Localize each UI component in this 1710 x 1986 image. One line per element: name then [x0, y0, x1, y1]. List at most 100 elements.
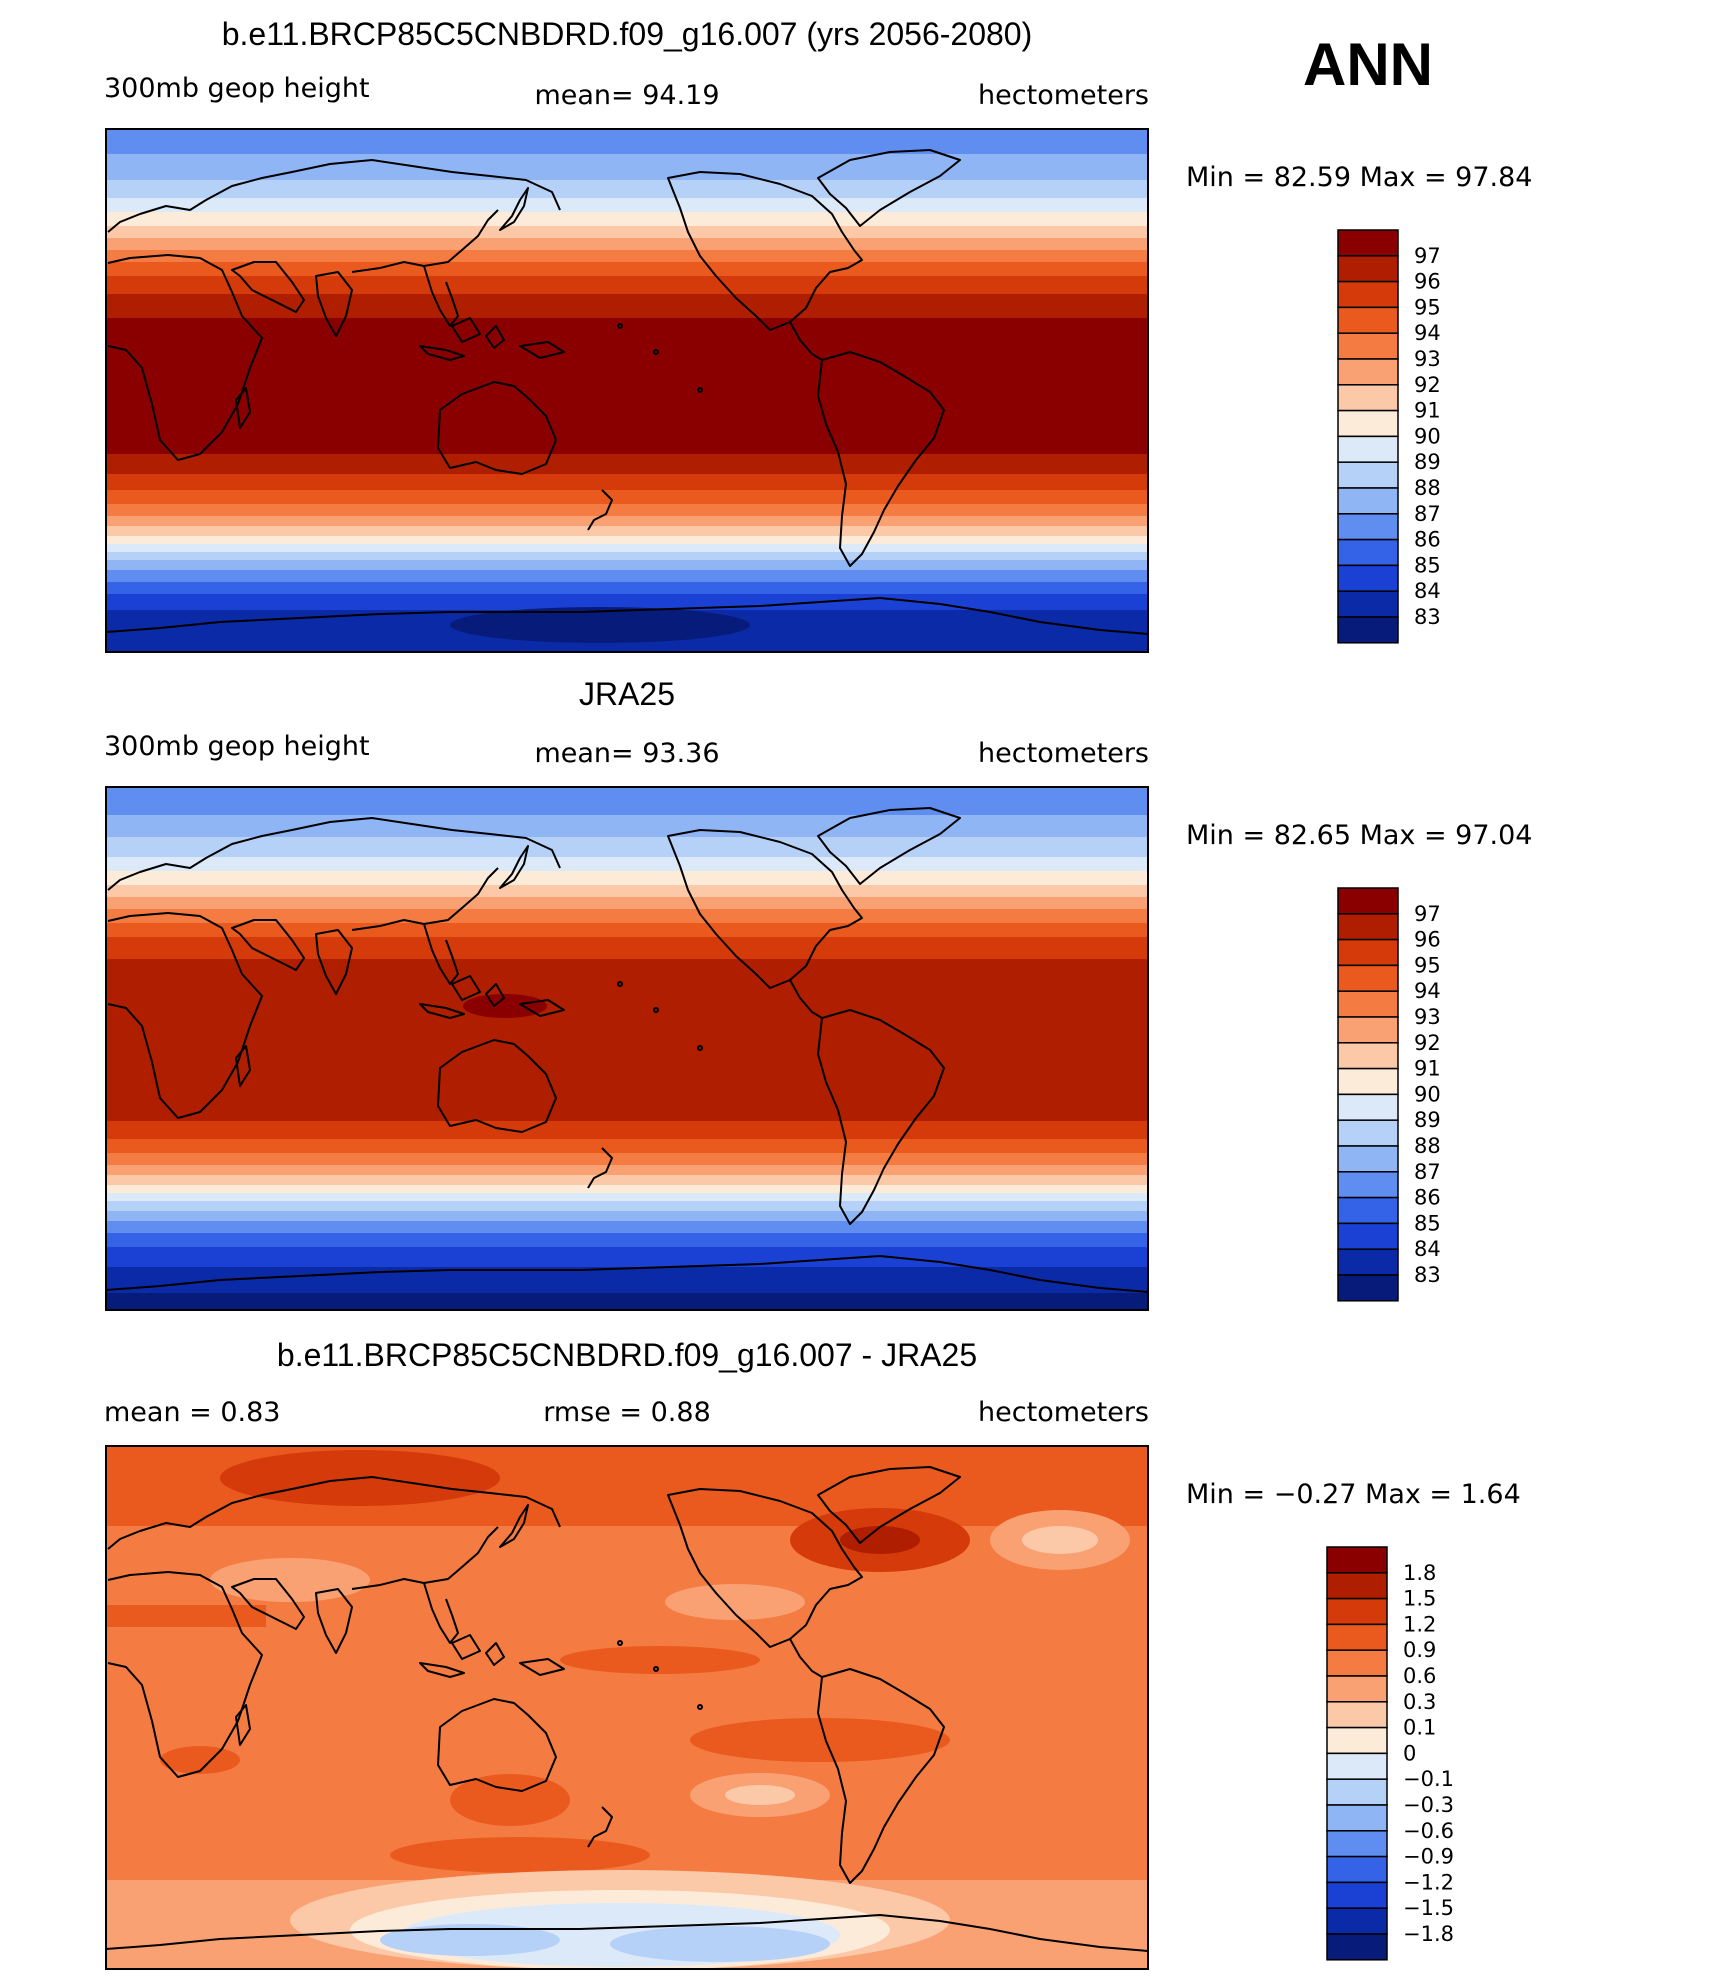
colorbar-tick-label: 84 — [1414, 1237, 1441, 1261]
colorbar-tick-label: 0.1 — [1403, 1716, 1436, 1740]
season-label: ANN — [1303, 31, 1433, 98]
colorbar-box — [1337, 887, 1399, 915]
colorbar-box — [1337, 513, 1399, 541]
colorbar-box — [1326, 1726, 1388, 1755]
colorbar-tick-label: 86 — [1414, 528, 1441, 552]
colorbar-box — [1337, 564, 1399, 592]
colorbar-tick-label: −1.2 — [1403, 1870, 1454, 1894]
colorbar-box — [1337, 964, 1399, 992]
colorbar-box — [1337, 255, 1399, 283]
map-frame — [105, 1445, 1149, 1970]
colorbar-box — [1326, 1907, 1388, 1935]
colorbar-tick-label: 94 — [1414, 979, 1441, 1003]
colorbar-box — [1337, 229, 1399, 257]
colorbar-box — [1337, 1016, 1399, 1044]
colorbar-box — [1326, 1675, 1388, 1703]
colorbar-box — [1326, 1933, 1388, 1961]
colorbar-tick-label: 93 — [1414, 1005, 1441, 1029]
colorbar-tick-label: 87 — [1414, 502, 1441, 526]
colorbar-box — [1337, 1145, 1399, 1173]
colorbar-tick-label: 90 — [1414, 424, 1441, 448]
colorbar-box — [1337, 332, 1399, 360]
colorbar-box — [1337, 306, 1399, 334]
colorbar-tick-label: 87 — [1414, 1160, 1441, 1184]
colorbar-tick-label: 0 — [1403, 1741, 1416, 1765]
colorbar-tick-label: 92 — [1414, 1031, 1441, 1055]
colorbar-box — [1337, 384, 1399, 412]
colorbar-box — [1337, 1093, 1399, 1121]
panel-units-label: hectometers — [978, 1397, 1149, 1428]
colorbar-box — [1326, 1701, 1388, 1729]
colorbar-tick-label: 95 — [1414, 953, 1441, 977]
panel-mean-label: mean= 94.19 — [534, 80, 719, 111]
colorbar-box — [1326, 1778, 1388, 1806]
colorbar-tick-label: 84 — [1414, 579, 1441, 603]
panel-mean-label: mean= 93.36 — [534, 738, 719, 769]
map-difference — [106, 1446, 1148, 1969]
colorbar-box — [1337, 1248, 1399, 1276]
colorbar-tick-label: 94 — [1414, 321, 1441, 345]
colorbar-tick-label: −0.9 — [1403, 1845, 1454, 1869]
panel-model: b.e11.BRCP85C5CNBDRD.f09_g16.007 (yrs 20… — [104, 16, 1532, 653]
colorbar-box — [1337, 461, 1399, 489]
minmax-label: Min = 82.59 Max = 97.84 — [1186, 162, 1532, 193]
panel-rmse-label: rmse = 0.88 — [543, 1397, 711, 1428]
colorbar-box — [1337, 538, 1399, 567]
colorbar-tick-label: 96 — [1414, 928, 1441, 952]
colorbar-tick-label: 83 — [1414, 605, 1441, 629]
colorbar-box — [1337, 938, 1399, 967]
colorbar-box — [1326, 1752, 1388, 1780]
colorbar-box — [1337, 990, 1399, 1018]
colorbar-tick-label: 0.6 — [1403, 1664, 1436, 1688]
colorbar-tick-label: 0.3 — [1403, 1690, 1436, 1714]
colorbar-tick-label: 85 — [1414, 1211, 1441, 1235]
colorbar-tick-label: 92 — [1414, 373, 1441, 397]
colorbar-box — [1337, 487, 1399, 515]
panel-title: b.e11.BRCP85C5CNBDRD.f09_g16.007 (yrs 20… — [222, 16, 1033, 52]
colorbar-box — [1326, 1546, 1388, 1574]
colorbar-tick-label: 1.8 — [1403, 1561, 1436, 1585]
minmax-label: Min = 82.65 Max = 97.04 — [1186, 820, 1532, 851]
colorbar-box — [1326, 1855, 1388, 1884]
colorbar-tick-label: 86 — [1414, 1186, 1441, 1210]
colorbar-tick-label: −0.1 — [1403, 1767, 1454, 1791]
colorbar-box — [1337, 913, 1399, 941]
colorbar-box — [1337, 1274, 1399, 1302]
colorbar-tick-label: 97 — [1414, 902, 1441, 926]
panel-left-label: mean = 0.83 — [104, 1397, 280, 1428]
colorbar-tick-label: 1.2 — [1403, 1612, 1436, 1636]
colorbar-tick-label: 85 — [1414, 553, 1441, 577]
colorbar-box — [1337, 358, 1399, 386]
colorbar-box — [1326, 1597, 1388, 1626]
panel-left-label: 300mb geop height — [104, 73, 370, 104]
colorbar-tick-label: 89 — [1414, 450, 1441, 474]
colorbar-box — [1326, 1804, 1388, 1832]
colorbar-tick-label: −0.3 — [1403, 1793, 1454, 1817]
panel-title: JRA25 — [579, 676, 675, 712]
colorbar: 1.81.51.20.90.60.30.10−0.1−0.3−0.6−0.9−1… — [1326, 1546, 1454, 1961]
colorbar-tick-label: 89 — [1414, 1108, 1441, 1132]
colorbar-tick-label: 97 — [1414, 244, 1441, 268]
colorbar-tick-label: −1.5 — [1403, 1896, 1454, 1920]
map-reanalysis — [106, 787, 1148, 1310]
panel-units-label: hectometers — [978, 738, 1149, 769]
panel-reanalysis: JRA25 300mb geop height mean= 93.36 hect… — [104, 676, 1532, 1311]
colorbar-tick-label: 95 — [1414, 295, 1441, 319]
colorbar-box — [1337, 590, 1399, 618]
colorbar-box — [1337, 1196, 1399, 1225]
minmax-label: Min = −0.27 Max = 1.64 — [1186, 1479, 1521, 1510]
map-frame — [105, 128, 1149, 653]
panel-units-label: hectometers — [978, 80, 1149, 111]
panel-difference: b.e11.BRCP85C5CNBDRD.f09_g16.007 - JRA25… — [104, 1337, 1521, 1970]
colorbar-box — [1337, 1222, 1399, 1250]
colorbar-box — [1337, 616, 1399, 644]
colorbar-box — [1337, 1042, 1399, 1070]
colorbar-tick-label: 90 — [1414, 1082, 1441, 1106]
colorbar-tick-label: −1.8 — [1403, 1922, 1454, 1946]
colorbar-box — [1326, 1649, 1388, 1677]
colorbar-tick-label: 83 — [1414, 1263, 1441, 1287]
colorbar-tick-label: 88 — [1414, 1134, 1441, 1158]
